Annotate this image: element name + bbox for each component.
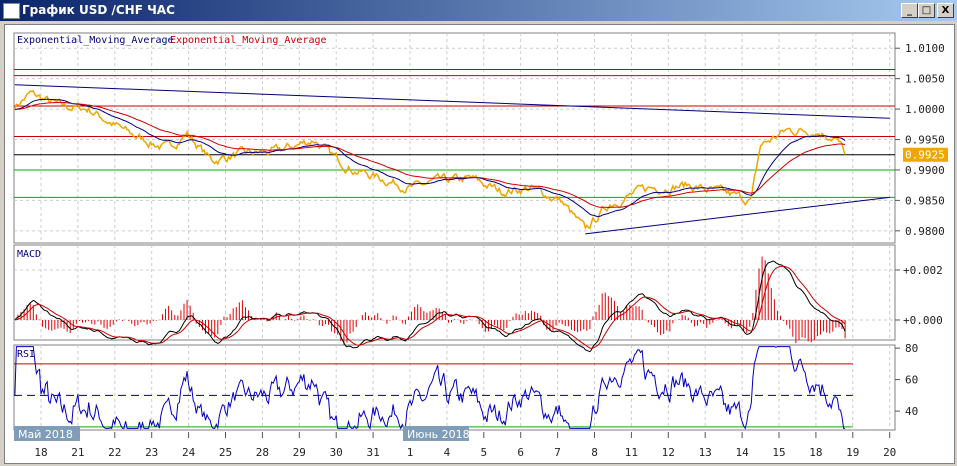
- y-tick-label: 0.9850: [905, 194, 945, 207]
- legend-ema-fast: Exponential_Moving_Average: [17, 35, 174, 46]
- x-tick-label: 19: [846, 446, 859, 459]
- month-label: Июнь 2018: [407, 428, 470, 441]
- maximize-button[interactable]: □: [918, 3, 935, 18]
- rsi-y-tick-label: 40: [905, 405, 918, 418]
- x-tick-label: 14: [735, 446, 749, 459]
- minimize-button[interactable]: _: [901, 3, 918, 18]
- current-price-badge: [903, 147, 948, 162]
- rsi-panel-title: RSI: [17, 349, 35, 360]
- y-tick-label: 1.0100: [905, 42, 945, 55]
- price-line: [14, 89, 846, 230]
- x-tick-label: 8: [591, 446, 598, 459]
- y-tick-label: 1.0050: [905, 73, 945, 86]
- window-title: График USD /CHF ЧАС: [22, 3, 175, 17]
- ema-fast-line: [14, 98, 846, 218]
- y-tick-label: 0.9900: [905, 164, 945, 177]
- macd-y-tick-label: +0.002: [903, 264, 943, 277]
- x-tick-label: 31: [366, 446, 379, 459]
- macd-signal-line: [14, 265, 846, 349]
- month-label: Май 2018: [18, 428, 73, 441]
- x-tick-label: 22: [108, 446, 121, 459]
- month-badge: [403, 426, 469, 441]
- x-tick-label: 11: [625, 446, 638, 459]
- trendline: [14, 84, 890, 119]
- x-tick-label: 4: [444, 446, 451, 459]
- panel-macd: [13, 244, 896, 341]
- x-tick-label: 25: [219, 446, 232, 459]
- x-tick-label: 1: [407, 446, 414, 459]
- legend-ema-slow: Exponential_Moving_Average: [170, 35, 327, 46]
- x-tick-label: 5: [480, 446, 487, 459]
- x-tick-label: 20: [883, 446, 896, 459]
- y-tick-label: 1.0000: [905, 103, 945, 116]
- macd-panel-title: MACD: [17, 249, 41, 260]
- panel-main: [13, 32, 896, 244]
- x-tick-label: 23: [145, 446, 158, 459]
- x-tick-label: 7: [554, 446, 561, 459]
- y-tick-label: 0.9800: [905, 225, 945, 238]
- x-tick-label: 6: [517, 446, 524, 459]
- current-price-label: 0.9925: [905, 149, 945, 162]
- x-tick-label: 18: [809, 446, 822, 459]
- rsi-y-tick-label: 80: [905, 342, 918, 355]
- ema-slow-line: [14, 101, 846, 209]
- panel-rsi: [13, 344, 896, 431]
- x-tick-label: 29: [293, 446, 306, 459]
- rsi-y-tick-label: 60: [905, 374, 918, 387]
- x-tick-label: 30: [330, 446, 343, 459]
- x-tick-label: 28: [256, 446, 269, 459]
- x-tick-label: 18: [34, 446, 47, 459]
- trendline: [585, 196, 890, 235]
- x-tick-label: 12: [662, 446, 675, 459]
- x-tick-label: 21: [71, 446, 84, 459]
- close-button[interactable]: X: [937, 3, 954, 18]
- x-tick-label: 24: [182, 446, 196, 459]
- macd-y-tick-label: +0.000: [903, 314, 943, 327]
- rsi-line: [14, 346, 846, 431]
- x-tick-label: 13: [699, 446, 712, 459]
- chart-app-icon: [3, 3, 20, 19]
- y-tick-label: 0.9950: [905, 134, 945, 147]
- month-badge: [14, 426, 80, 441]
- title-bar: График USD /CHF ЧАС _ □ X: [0, 0, 957, 21]
- x-tick-label: 15: [772, 446, 785, 459]
